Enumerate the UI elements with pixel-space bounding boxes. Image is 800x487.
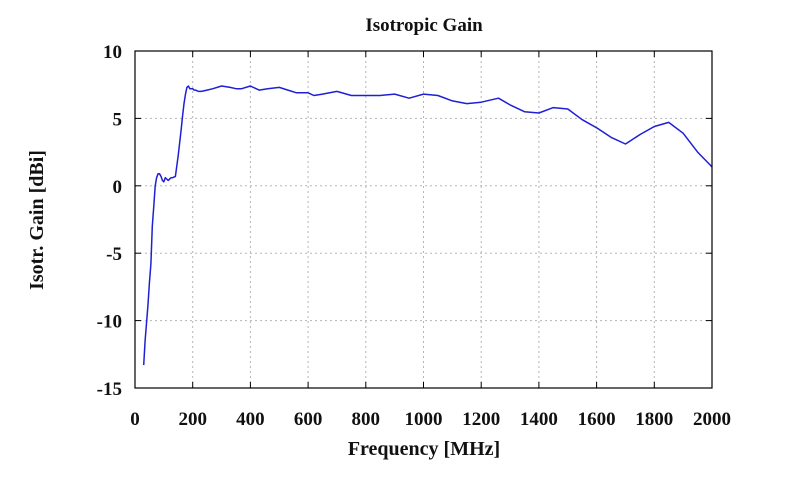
x-tick-label: 200: [178, 409, 207, 430]
chart-title: Isotropic Gain: [365, 15, 483, 36]
x-tick-label: 1400: [520, 409, 558, 430]
y-tick-label: -10: [97, 312, 122, 333]
y-tick-label: 0: [113, 177, 123, 198]
x-tick-label: 2000: [693, 409, 731, 430]
y-axis-ticks: -15 -10 -5 0 5 10: [97, 42, 712, 400]
x-tick-label: 600: [294, 409, 323, 430]
x-tick-label: 400: [236, 409, 265, 430]
x-tick-label: 1800: [635, 409, 673, 430]
series-group: [142, 85, 713, 366]
x-tick-label: 1200: [462, 409, 500, 430]
series-line: [142, 85, 713, 366]
x-axis-ticks: 0 200 400 600 800 1000 1200 1400 1600 1800 2000: [130, 51, 731, 430]
x-axis-label: Frequency [MHz]: [348, 438, 500, 460]
x-tick-label: 0: [130, 409, 140, 430]
grid-lines: [135, 51, 712, 388]
y-tick-label: 5: [113, 109, 123, 130]
x-tick-label: 1000: [405, 409, 443, 430]
x-tick-label: 1600: [578, 409, 616, 430]
y-tick-label: -5: [106, 244, 122, 265]
y-axis-label: Isotr. Gain [dBi]: [26, 150, 48, 290]
y-tick-label: -15: [97, 379, 122, 400]
y-tick-label: 10: [103, 42, 122, 63]
x-tick-label: 800: [352, 409, 381, 430]
